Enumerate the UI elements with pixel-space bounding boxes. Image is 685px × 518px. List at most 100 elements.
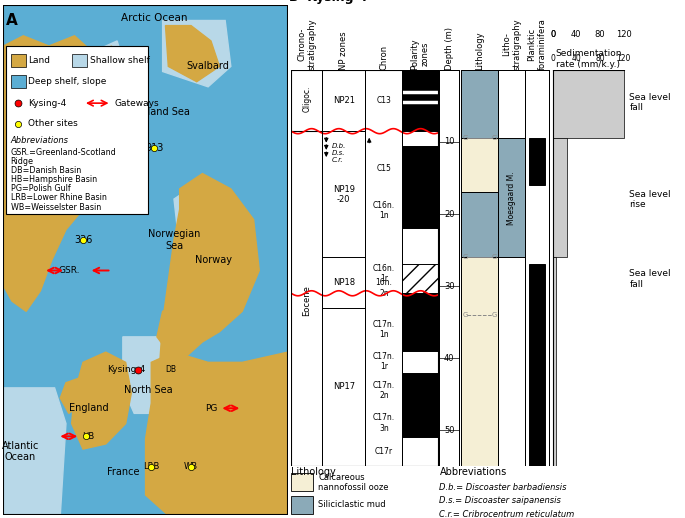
Text: WB=Weisselster Basin: WB=Weisselster Basin: [10, 203, 101, 212]
Text: Sedimentation
rate (mm/k.y.): Sedimentation rate (mm/k.y.): [555, 49, 621, 68]
Text: C.r.: C.r.: [332, 157, 344, 163]
Text: B  Kysing-4: B Kysing-4: [289, 0, 368, 4]
Polygon shape: [162, 21, 231, 87]
Bar: [402, 265, 438, 293]
Text: C15: C15: [377, 165, 391, 174]
Text: 80: 80: [595, 30, 606, 39]
Text: Abbreviations: Abbreviations: [10, 136, 68, 146]
Text: Abbreviations: Abbreviations: [440, 467, 507, 477]
Text: C17r: C17r: [375, 447, 393, 456]
Bar: [402, 293, 438, 351]
Bar: [291, 496, 312, 514]
Bar: [525, 70, 549, 466]
Text: 80: 80: [595, 54, 605, 63]
Text: Lithology: Lithology: [291, 467, 336, 477]
Bar: [440, 70, 459, 466]
Text: England: England: [69, 403, 108, 413]
Text: C17n.
2n: C17n. 2n: [373, 381, 395, 400]
Text: 40: 40: [444, 354, 455, 363]
Text: Polarity
zones: Polarity zones: [410, 38, 429, 70]
Text: C16n.
1r: C16n. 1r: [373, 264, 395, 283]
Bar: [323, 257, 365, 308]
Bar: [498, 70, 525, 466]
Polygon shape: [145, 352, 288, 515]
Text: Calcareous
nannofossil ooze: Calcareous nannofossil ooze: [319, 472, 389, 492]
Text: Kysing-4: Kysing-4: [108, 366, 145, 375]
Text: GSR.: GSR.: [58, 266, 79, 275]
Text: NP zones: NP zones: [339, 31, 349, 70]
Polygon shape: [157, 306, 179, 352]
Bar: [291, 70, 438, 466]
Text: 120: 120: [616, 30, 632, 39]
Text: C17n.
1r: C17n. 1r: [373, 352, 395, 371]
Bar: [402, 409, 438, 437]
Bar: [365, 70, 402, 466]
Bar: [529, 265, 545, 466]
Text: WB: WB: [184, 463, 198, 471]
Text: Norway: Norway: [195, 255, 232, 265]
Bar: [10, 54, 26, 67]
Text: HB=Hampshire Basin: HB=Hampshire Basin: [10, 175, 97, 184]
Bar: [323, 308, 365, 466]
Text: D.s.: D.s.: [332, 150, 346, 156]
Bar: [461, 70, 498, 466]
Bar: [323, 70, 365, 131]
Bar: [498, 70, 525, 466]
Polygon shape: [60, 378, 83, 413]
Text: Greenland: Greenland: [8, 153, 66, 163]
Text: North Sea: North Sea: [124, 385, 173, 395]
Bar: [291, 70, 323, 131]
Text: 336: 336: [74, 235, 92, 245]
Text: GSR.=Greenland-Scotland: GSR.=Greenland-Scotland: [10, 148, 116, 156]
Text: Shallow shelf: Shallow shelf: [90, 56, 150, 65]
Text: C16n.
1n: C16n. 1n: [373, 201, 395, 220]
Text: DB: DB: [166, 366, 177, 375]
Bar: [323, 131, 365, 257]
Text: Siliciclastic mud: Siliciclastic mud: [319, 500, 386, 509]
Text: Arctic Ocean: Arctic Ocean: [121, 13, 187, 23]
Bar: [529, 138, 545, 185]
Bar: [553, 70, 623, 138]
Text: 0: 0: [550, 54, 555, 63]
Bar: [402, 146, 438, 192]
Text: Ridge: Ridge: [10, 157, 34, 166]
Text: Sea level
fall: Sea level fall: [630, 269, 671, 289]
Text: 16n.
2n: 16n. 2n: [375, 278, 393, 297]
Bar: [525, 70, 549, 466]
Text: Atlantic
Ocean: Atlantic Ocean: [2, 441, 39, 463]
Bar: [402, 372, 438, 409]
Text: 40: 40: [571, 54, 582, 63]
Text: Svalbard: Svalbard: [187, 62, 229, 71]
Text: G: G: [462, 312, 468, 318]
Text: NP19
-20: NP19 -20: [333, 184, 355, 204]
Text: Chrono-
stratigraphy: Chrono- stratigraphy: [297, 18, 316, 70]
Text: G: G: [491, 135, 497, 141]
Text: Oligoc.: Oligoc.: [302, 85, 311, 112]
Polygon shape: [3, 36, 134, 311]
Text: C13: C13: [377, 96, 391, 105]
Text: 20: 20: [444, 209, 455, 219]
Text: 120: 120: [616, 54, 631, 63]
Text: Lithology: Lithology: [475, 31, 484, 70]
Text: Moesgaard M.: Moesgaard M.: [507, 171, 516, 225]
Text: G: G: [462, 254, 468, 260]
Text: 0: 0: [550, 30, 556, 39]
Bar: [440, 70, 459, 466]
Text: Kysing-4: Kysing-4: [29, 98, 66, 108]
Text: 40: 40: [571, 30, 582, 39]
Text: Norwegian
Sea: Norwegian Sea: [148, 229, 200, 251]
Bar: [461, 192, 498, 257]
Bar: [72, 54, 87, 67]
Bar: [553, 138, 567, 257]
Text: G: G: [491, 254, 497, 260]
Bar: [498, 138, 525, 257]
Text: Sea level
fall: Sea level fall: [630, 93, 671, 112]
Text: 30: 30: [444, 282, 455, 291]
Text: 50: 50: [444, 426, 455, 435]
Text: Deep shelf, slope: Deep shelf, slope: [29, 77, 107, 86]
Text: NP17: NP17: [333, 382, 355, 392]
Text: Land: Land: [29, 56, 51, 65]
Bar: [6, 46, 149, 214]
Text: Eocene: Eocene: [302, 285, 311, 316]
Text: France: France: [107, 467, 139, 477]
